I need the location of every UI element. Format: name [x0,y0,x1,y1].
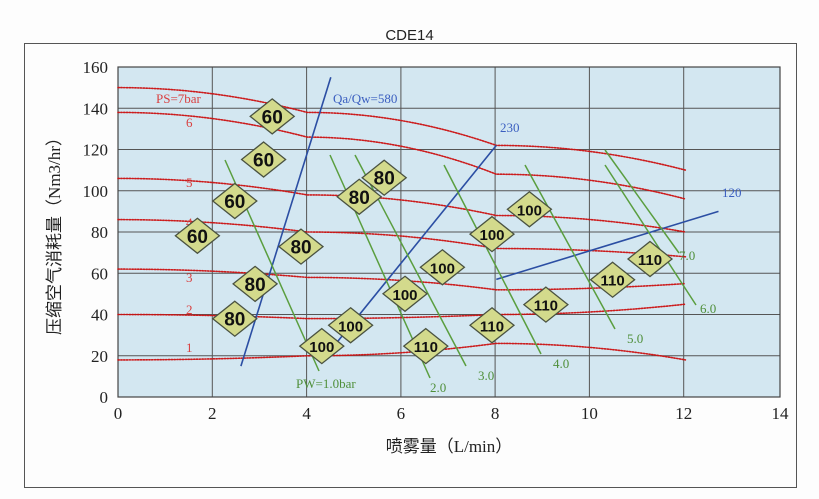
svg-text:80: 80 [245,275,266,296]
svg-text:100: 100 [430,260,455,277]
svg-text:5: 5 [186,175,193,190]
svg-text:100: 100 [309,339,334,356]
svg-text:PS=7bar: PS=7bar [156,91,202,106]
svg-text:60: 60 [262,107,283,128]
svg-text:喷雾量（L/min）: 喷雾量（L/min） [386,437,513,456]
svg-text:110: 110 [480,318,504,335]
svg-text:60: 60 [91,264,108,283]
svg-text:110: 110 [414,339,438,356]
svg-text:100: 100 [338,318,363,335]
svg-text:10: 10 [581,404,598,423]
svg-text:4: 4 [302,404,311,423]
svg-text:0: 0 [100,388,109,407]
svg-text:6: 6 [186,115,193,130]
svg-text:5.0: 5.0 [627,331,643,346]
svg-text:80: 80 [290,238,311,259]
svg-text:20: 20 [91,347,108,366]
svg-text:6: 6 [397,404,406,423]
svg-text:3.0: 3.0 [478,368,494,383]
svg-text:110: 110 [534,298,558,315]
svg-text:PW=1.0bar: PW=1.0bar [296,376,356,391]
svg-text:4.0: 4.0 [553,356,569,371]
svg-text:3: 3 [186,270,193,285]
svg-text:140: 140 [83,99,109,118]
svg-text:6.0: 6.0 [700,301,716,316]
svg-text:60: 60 [224,192,245,213]
svg-text:8: 8 [491,404,500,423]
svg-text:100: 100 [83,182,109,201]
svg-text:80: 80 [374,169,395,190]
svg-text:60: 60 [187,227,208,248]
svg-text:压缩空气消耗量（Nm3/hr）: 压缩空气消耗量（Nm3/hr） [45,129,64,335]
svg-text:230: 230 [500,120,520,135]
svg-text:60: 60 [253,151,274,172]
svg-text:1: 1 [186,340,193,355]
svg-text:100: 100 [392,287,417,304]
svg-text:80: 80 [91,223,108,242]
svg-text:160: 160 [83,58,109,77]
svg-text:110: 110 [638,252,662,269]
svg-text:7.0: 7.0 [679,248,695,263]
svg-text:80: 80 [224,310,245,331]
svg-text:110: 110 [600,273,624,290]
svg-text:14: 14 [772,404,790,423]
svg-text:12: 12 [675,404,692,423]
svg-text:2: 2 [186,302,193,317]
svg-text:Qa/Qw=580: Qa/Qw=580 [333,91,397,106]
svg-text:2: 2 [208,404,217,423]
svg-text:120: 120 [722,185,742,200]
svg-text:100: 100 [479,227,504,244]
svg-text:40: 40 [91,306,108,325]
svg-text:0: 0 [114,404,123,423]
svg-text:120: 120 [83,141,109,160]
svg-text:80: 80 [349,188,370,209]
svg-text:2.0: 2.0 [430,380,446,395]
svg-text:100: 100 [517,202,542,219]
